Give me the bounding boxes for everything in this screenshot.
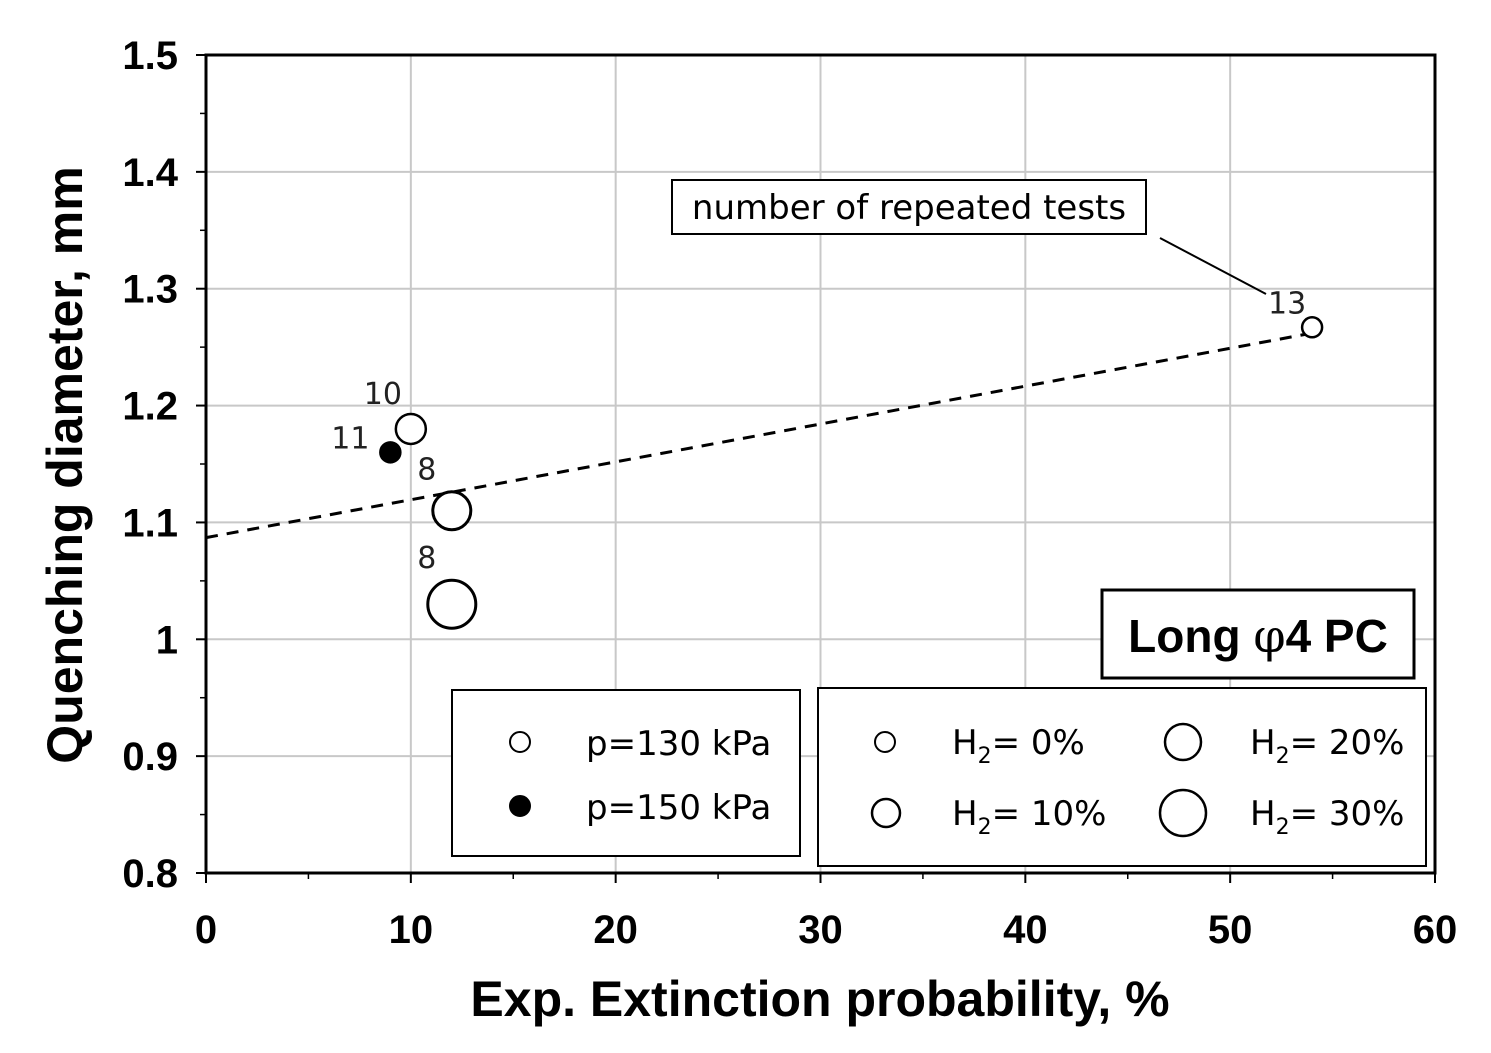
data-point — [431, 490, 473, 532]
annotation-text: number of repeated tests — [692, 188, 1126, 228]
legend-pressure-frame — [451, 689, 801, 857]
chart-title-pre: Long — [1128, 610, 1253, 662]
data-point-label: 11 — [331, 421, 369, 456]
x-tick-label: 10 — [389, 908, 434, 952]
chart-title-frame — [1100, 588, 1416, 680]
legend-h2-30-pre: H — [1250, 794, 1276, 834]
legend-h2-20-post: = 20% — [1290, 723, 1405, 763]
annotation-leader-line — [1159, 237, 1267, 295]
legend-h2-20-pre: H — [1250, 723, 1276, 763]
legend-h2-20-sub: 2 — [1276, 744, 1290, 769]
data-point — [394, 412, 428, 446]
data-points: 13 10 11 8 8 — [331, 286, 1324, 630]
legend-marker-h2-20 — [1163, 722, 1203, 762]
data-point-label: 10 — [364, 377, 402, 412]
legend-h2: H2= 0% H2= 20% H2= 10% H2= 30% — [817, 687, 1427, 867]
legend-h2-0-post: = 0% — [992, 723, 1085, 763]
legend-pressure: p=130 kPa p=150 kPa — [451, 689, 801, 857]
legend-marker-open — [509, 731, 531, 753]
legend-label-h2-20: H2= 20% — [1250, 723, 1404, 769]
x-tick-label: 40 — [1003, 908, 1048, 952]
legend-h2-10-pre: H — [952, 794, 978, 834]
chart-title-post: 4 PC — [1286, 610, 1388, 662]
legend-label-h2-0: H2= 0% — [952, 723, 1085, 769]
annotation-box — [671, 179, 1147, 235]
x-tick-label: 50 — [1208, 908, 1253, 952]
data-point — [379, 441, 402, 464]
legend-h2-30-sub: 2 — [1276, 815, 1290, 840]
legend-label-p130: p=130 kPa — [586, 724, 771, 764]
x-tick-label: 20 — [593, 908, 638, 952]
data-point-label: 8 — [417, 453, 436, 488]
data-point-label: 13 — [1268, 286, 1306, 321]
y-axis-title: Quenching diameter, mm — [37, 166, 93, 763]
trendline-group — [205, 331, 1313, 540]
data-point — [1300, 316, 1324, 339]
chart-title-box: Long φ4 PC — [1100, 588, 1416, 680]
x-axis-title: Exp. Extinction probability, % — [470, 971, 1169, 1027]
x-tick-label: 0 — [195, 908, 217, 952]
legend-marker-filled — [509, 795, 531, 817]
legend-marker-h2-30 — [1158, 788, 1208, 838]
y-tick-label: 0.9 — [122, 735, 178, 779]
legend-h2-frame — [817, 687, 1427, 867]
legend-label-h2-10: H2= 10% — [952, 794, 1106, 840]
y-tick-label: 1.4 — [122, 151, 178, 195]
data-point — [426, 578, 478, 630]
y-tick-label: 0.8 — [122, 852, 178, 896]
legend-marker-h2-10 — [870, 797, 902, 829]
axis-ticks: 0 10 20 30 40 50 60 0.8 0.9 1 1.1 1.2 1.3 1.4 1.5 — [122, 34, 1457, 952]
chart-title: Long φ4 PC — [1128, 609, 1388, 663]
annotation: number of repeated tests — [671, 179, 1267, 295]
legend-h2-10-sub: 2 — [978, 815, 992, 840]
legend-h2-10-post: = 10% — [992, 794, 1107, 834]
legend-h2-0-pre: H — [952, 723, 978, 763]
y-tick-label: 1.5 — [122, 34, 178, 78]
legend-h2-0-sub: 2 — [978, 744, 992, 769]
x-tick-label: 30 — [798, 908, 843, 952]
trendline — [205, 331, 1313, 540]
legend-label-h2-30: H2= 30% — [1250, 794, 1404, 840]
data-point-label: 8 — [417, 541, 436, 576]
legend-label-p150: p=150 kPa — [586, 788, 771, 828]
y-tick-label: 1.3 — [122, 268, 178, 312]
legend-marker-h2-0 — [874, 731, 896, 753]
x-tick-label: 60 — [1413, 908, 1458, 952]
y-tick-label: 1.2 — [122, 385, 178, 429]
y-tick-label: 1.1 — [122, 501, 178, 545]
legend-h2-30-post: = 30% — [1290, 794, 1405, 834]
chart-title-phi: φ — [1253, 609, 1285, 663]
y-tick-label: 1 — [156, 618, 178, 662]
